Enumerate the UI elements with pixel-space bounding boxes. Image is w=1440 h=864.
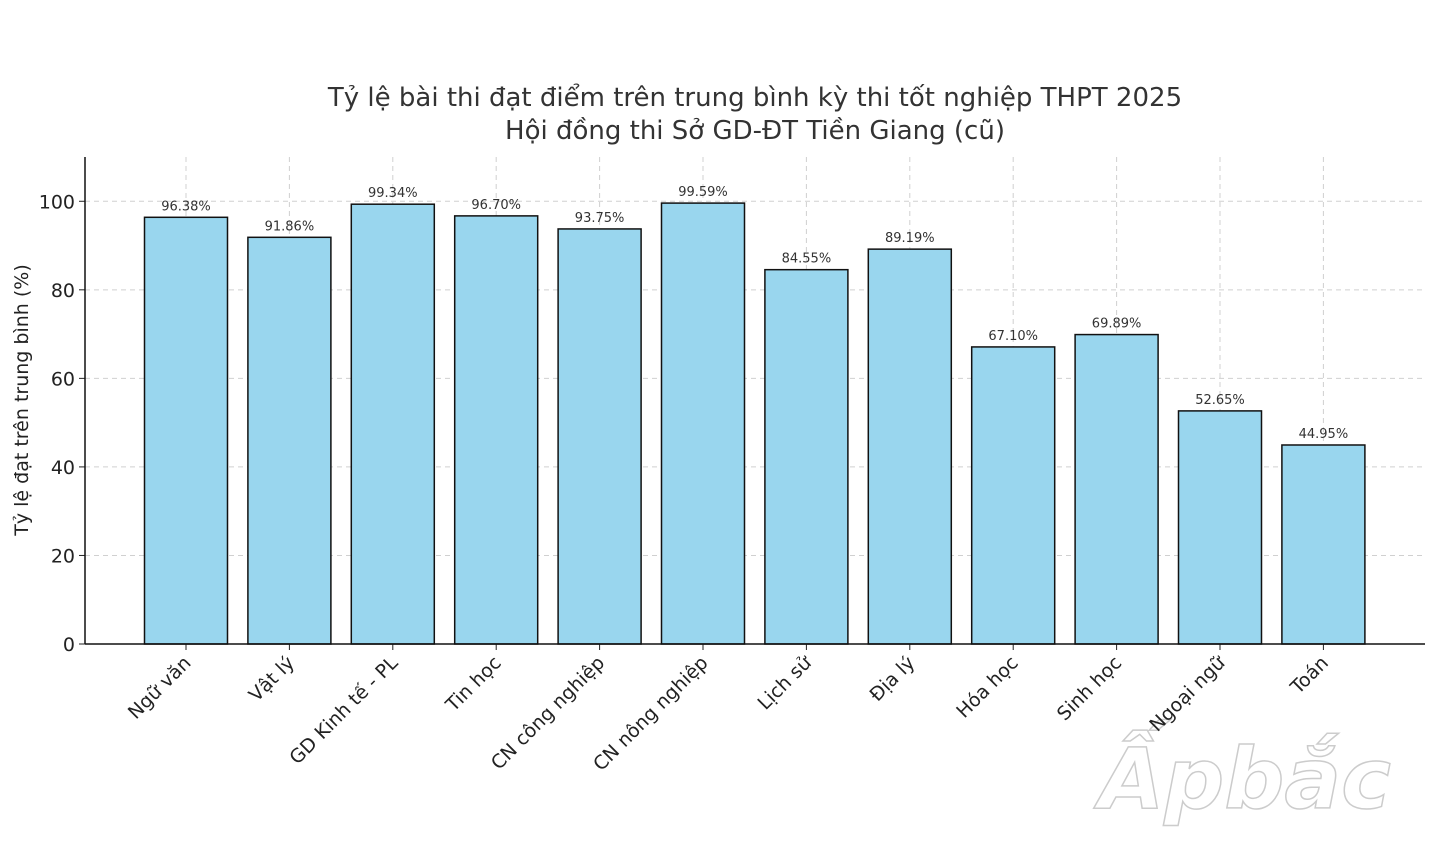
bar bbox=[970, 346, 1056, 645]
bar bbox=[350, 203, 436, 645]
data-label: 91.86% bbox=[265, 219, 315, 234]
x-tick-label: Sinh học bbox=[1053, 652, 1126, 725]
x-tick-label: CN công nghiệp bbox=[487, 652, 609, 774]
data-label: 96.70% bbox=[471, 198, 521, 213]
y-tick-label: 100 bbox=[39, 191, 75, 213]
y-tick-label: 20 bbox=[51, 545, 75, 567]
bar bbox=[1281, 444, 1366, 645]
bar bbox=[867, 248, 953, 645]
y-tick-label: 80 bbox=[51, 280, 75, 302]
x-tick-label: GD Kinh tế - PL bbox=[285, 652, 402, 769]
x-tick-label: Toán bbox=[1286, 652, 1333, 699]
data-label: 44.95% bbox=[1299, 427, 1349, 442]
data-label: 96.38% bbox=[161, 199, 211, 214]
bar bbox=[247, 236, 332, 645]
bar bbox=[143, 216, 229, 645]
x-tick-label: Lịch sử bbox=[753, 651, 816, 714]
y-tick-label: 0 bbox=[63, 634, 75, 656]
y-tick-label: 60 bbox=[51, 368, 75, 390]
x-tick-label: CN nông nghiệp bbox=[589, 652, 712, 775]
x-tick-label: Địa lý bbox=[865, 652, 919, 706]
data-label: 93.75% bbox=[575, 211, 625, 226]
watermark: Ấpbắc bbox=[1093, 719, 1391, 828]
x-tick-label: Ngoại ngữ bbox=[1145, 651, 1230, 736]
data-label: 99.59% bbox=[678, 185, 728, 200]
data-label: 99.34% bbox=[368, 186, 418, 201]
y-tick-label: 40 bbox=[51, 457, 75, 479]
bar bbox=[557, 228, 642, 645]
bar bbox=[660, 202, 746, 645]
data-label: 52.65% bbox=[1195, 393, 1245, 408]
x-tick-label: Ngữ văn bbox=[124, 652, 196, 724]
data-label: 67.10% bbox=[988, 329, 1038, 344]
bar bbox=[1177, 410, 1263, 645]
data-label: 69.89% bbox=[1092, 317, 1142, 332]
chart-title: Tỷ lệ bài thi đạt điểm trên trung bình k… bbox=[327, 82, 1182, 113]
data-label: 89.19% bbox=[885, 231, 935, 246]
chart-subtitle: Hội đồng thi Sở GD-ĐT Tiền Giang (cũ) bbox=[505, 116, 1005, 146]
x-tick-label: Hóa học bbox=[952, 652, 1023, 723]
x-tick-label: Tin học bbox=[441, 652, 506, 717]
x-tick-label: Vật lý bbox=[245, 652, 299, 706]
y-axis-label: Tỷ lệ đạt trên trung bình (%) bbox=[11, 264, 33, 537]
bar bbox=[453, 215, 539, 645]
data-label: 84.55% bbox=[782, 252, 832, 267]
bar bbox=[1074, 333, 1159, 645]
bar bbox=[764, 268, 849, 645]
